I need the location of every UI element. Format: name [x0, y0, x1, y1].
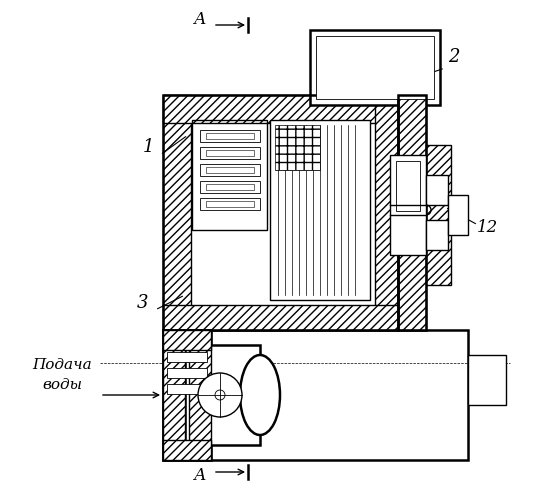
Bar [398, 95, 426, 330]
Bar [206, 201, 254, 207]
Bar [200, 130, 260, 142]
Bar [200, 164, 260, 176]
Text: 3: 3 [137, 294, 149, 312]
Bar [426, 145, 451, 285]
Bar [185, 345, 260, 445]
Bar [163, 305, 398, 330]
Bar [206, 184, 254, 190]
Bar [275, 125, 320, 170]
Bar [396, 161, 420, 211]
Bar [163, 330, 185, 460]
Bar [316, 36, 434, 99]
Bar [167, 384, 207, 394]
Text: 1: 1 [142, 138, 154, 156]
Bar [163, 440, 211, 460]
Bar [200, 198, 260, 210]
Bar [163, 95, 191, 330]
Bar [163, 95, 398, 123]
Text: Подача
воды: Подача воды [32, 358, 92, 392]
Ellipse shape [240, 355, 280, 435]
Bar [375, 95, 398, 330]
Bar [206, 133, 254, 139]
Bar [167, 368, 207, 378]
Bar [163, 330, 211, 460]
Circle shape [215, 390, 225, 400]
Bar [206, 150, 254, 156]
Text: 2: 2 [448, 48, 460, 66]
Text: 12: 12 [476, 219, 498, 236]
Bar [200, 147, 260, 159]
Bar [192, 120, 267, 230]
Bar [163, 330, 211, 350]
Bar [468, 355, 506, 405]
Circle shape [198, 373, 242, 417]
Bar [398, 95, 426, 330]
Bar [189, 330, 211, 460]
Bar [163, 330, 468, 460]
Bar [426, 220, 448, 250]
Bar [448, 195, 468, 235]
Text: Фиг. 1: Фиг. 1 [371, 43, 430, 61]
Bar [163, 95, 398, 330]
Text: А: А [194, 468, 206, 484]
Bar [270, 120, 370, 300]
Bar [310, 30, 440, 105]
Bar [200, 181, 260, 193]
Text: А: А [194, 12, 206, 28]
Bar [426, 175, 448, 205]
Bar [390, 155, 426, 255]
Bar [167, 352, 207, 362]
Bar [206, 167, 254, 173]
